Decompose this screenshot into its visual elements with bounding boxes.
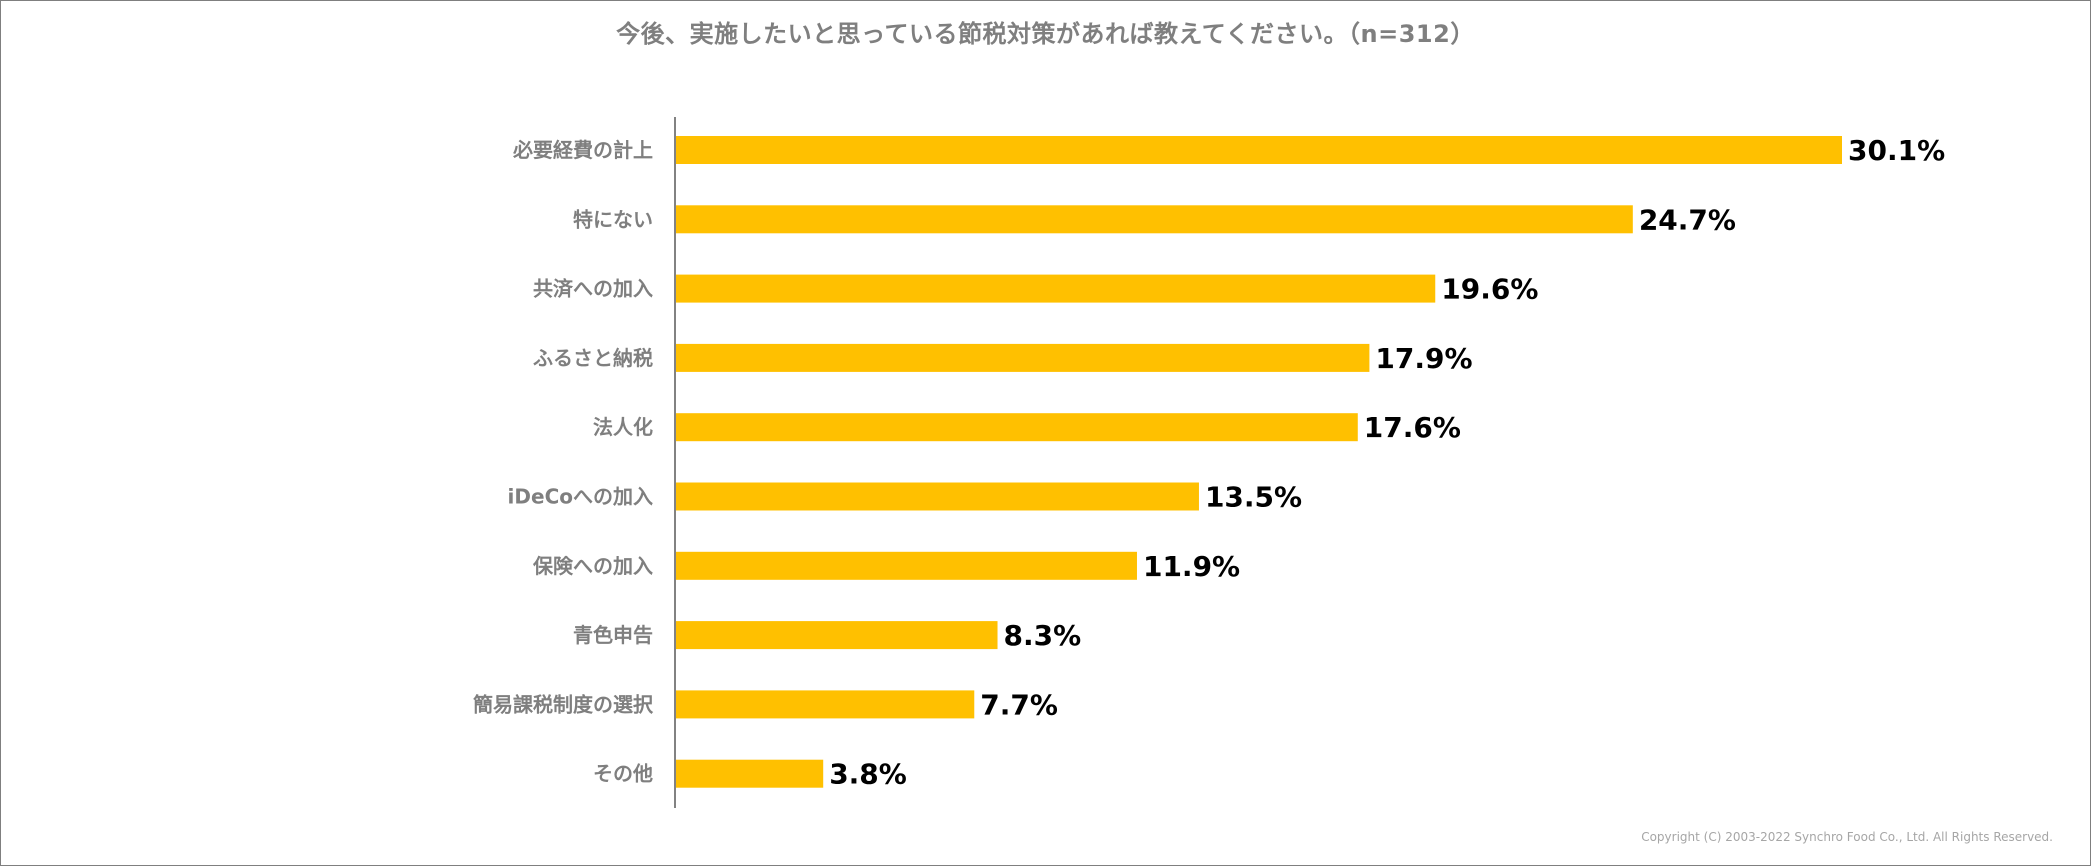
bar-7 — [676, 621, 998, 650]
category-label-7: 青色申告 — [573, 623, 653, 647]
bar-1 — [676, 205, 1633, 234]
labels-layer: 必要経費の計上 30.1% 特にない 24.7% 共済への加入 19.6% ふるさと納税 17… — [473, 134, 1945, 791]
category-label-4: 法人化 — [593, 415, 653, 439]
value-label-3: 17.9% — [1375, 342, 1472, 375]
value-label-7: 8.3% — [1004, 619, 1082, 652]
category-label-3: ふるさと納税 — [533, 346, 653, 370]
bar-0 — [676, 136, 1842, 164]
value-label-8: 7.7% — [980, 688, 1058, 721]
category-label-0: 必要経費の計上 — [512, 138, 653, 162]
category-label-8: 簡易課税制度の選択 — [473, 692, 654, 716]
bars-layer — [676, 136, 1842, 788]
value-label-4: 17.6% — [1364, 411, 1461, 444]
category-label-1: 特にない — [573, 207, 653, 231]
bar-3 — [676, 343, 1370, 372]
value-label-9: 3.8% — [829, 758, 907, 791]
category-label-6: 保険への加入 — [532, 554, 653, 578]
category-label-5: iDeCoへの加入 — [508, 485, 653, 509]
value-label-0: 30.1% — [1848, 134, 1945, 167]
category-label-9: その他 — [593, 762, 653, 786]
category-label-2: 共済への加入 — [533, 277, 653, 301]
bar-5 — [676, 482, 1199, 511]
bar-9 — [676, 759, 824, 788]
bar-6 — [676, 551, 1137, 580]
value-label-6: 11.9% — [1143, 550, 1240, 583]
bar-8 — [676, 690, 975, 719]
value-label-1: 24.7% — [1639, 203, 1736, 236]
bar-4 — [676, 413, 1358, 442]
copyright-text: Copyright (C) 2003-2022 Synchro Food Co.… — [1641, 830, 2053, 844]
chart-title: 今後、実施したいと思っている節税対策があれば教えてください。（n=312） — [616, 20, 1475, 48]
value-label-2: 19.6% — [1441, 273, 1538, 306]
bar-2 — [676, 274, 1436, 303]
value-label-5: 13.5% — [1205, 481, 1302, 514]
